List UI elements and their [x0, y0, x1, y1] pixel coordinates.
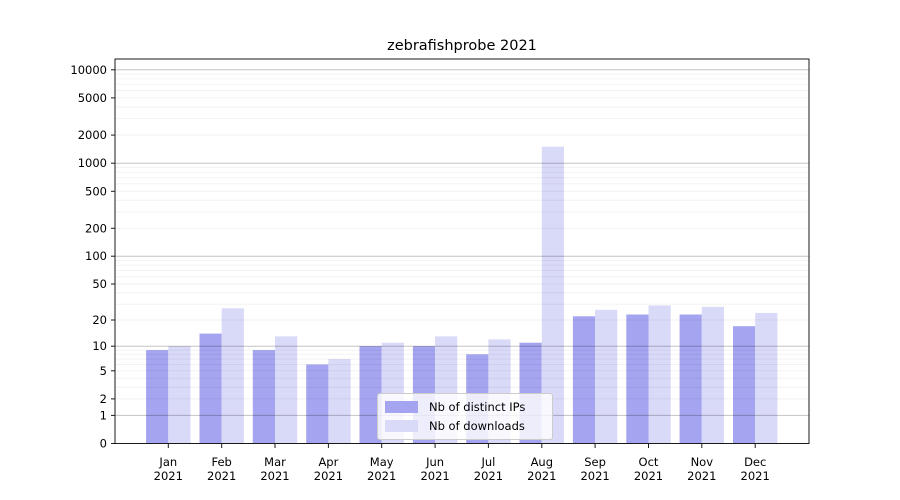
x-tick-label: Dec 2021	[741, 455, 770, 483]
y-tick-label: 100	[85, 249, 107, 263]
y-tick-label: 1	[100, 408, 107, 422]
y-tick-label: 1000	[78, 156, 107, 170]
bar-downloads-apr	[328, 359, 351, 444]
y-tick-label: 5	[100, 364, 107, 378]
bar-ips-jan	[146, 350, 169, 444]
x-tick-label: Aug 2021	[527, 455, 556, 483]
bar-downloads-mar	[275, 336, 298, 444]
y-tick-label: 2000	[78, 128, 107, 142]
bar-ips-mar	[252, 350, 275, 444]
y-tick-label: 10000	[70, 63, 107, 77]
y-tick-label: 20	[92, 313, 107, 327]
legend-item-distinct-ips: Nb of distinct IPs	[385, 400, 543, 414]
bar-downloads-nov	[701, 306, 724, 444]
legend-label: Nb of distinct IPs	[429, 400, 526, 414]
bar-downloads-dec	[755, 312, 778, 444]
x-tick-label: Oct 2021	[634, 455, 663, 483]
y-tick-label: 10	[92, 339, 107, 353]
x-tick-label: Apr 2021	[314, 455, 343, 483]
x-tick-label: Mar 2021	[260, 455, 289, 483]
bar-downloads-sep	[595, 309, 618, 444]
bar-downloads-jan	[168, 346, 191, 444]
y-tick-label: 0	[100, 437, 107, 451]
legend-swatch-distinct-ips	[385, 401, 418, 413]
y-tick-label: 2	[100, 392, 107, 406]
x-tick-label: Jun 2021	[420, 455, 449, 483]
y-tick-label: 50	[92, 277, 107, 291]
y-tick-label: 500	[85, 184, 107, 198]
x-tick-label: May 2021	[367, 455, 396, 483]
x-tick-label: Nov 2021	[687, 455, 716, 483]
bar-ips-feb	[199, 333, 222, 444]
bar-ips-may	[359, 346, 382, 444]
legend-item-downloads: Nb of downloads	[385, 419, 543, 433]
x-tick-label: Jan 2021	[154, 455, 183, 483]
legend-label: Nb of downloads	[429, 419, 525, 433]
x-tick-label: Sep 2021	[580, 455, 609, 483]
bar-ips-nov	[679, 314, 702, 444]
bar-downloads-aug	[541, 146, 564, 444]
x-tick-label: Feb 2021	[207, 455, 236, 483]
legend-swatch-downloads	[385, 420, 418, 432]
bar-ips-oct	[626, 314, 649, 444]
chart-title: zebrafishprobe 2021	[387, 38, 537, 54]
y-tick-label: 200	[85, 221, 107, 235]
bar-ips-sep	[572, 316, 596, 444]
bar-ips-apr	[306, 364, 329, 444]
plot-border	[114, 58, 810, 444]
bar-ips-dec	[733, 326, 756, 444]
x-tick-label: Jul 2021	[474, 455, 503, 483]
bar-downloads-feb	[221, 308, 244, 444]
bar-downloads-oct	[648, 305, 671, 444]
legend: Nb of distinct IPs Nb of downloads	[377, 393, 553, 440]
y-tick-label: 5000	[78, 91, 107, 105]
